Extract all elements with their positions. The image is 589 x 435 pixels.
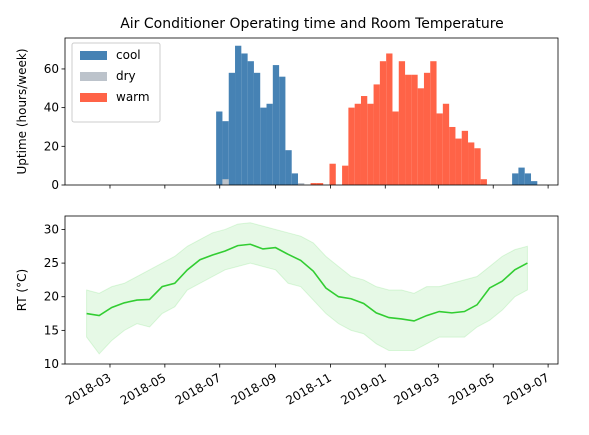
bar <box>379 61 387 185</box>
y-tick-label: 20 <box>44 290 59 304</box>
bar <box>442 103 450 185</box>
axes-frame <box>64 215 559 365</box>
legend-swatch <box>80 93 107 102</box>
x-tick-label: 2018-07 <box>173 370 223 407</box>
bar <box>279 76 286 185</box>
bar <box>386 53 393 186</box>
legend-label: warm <box>116 90 150 104</box>
x-tick-label: 2018-11 <box>283 370 333 407</box>
bar <box>449 126 456 185</box>
bar <box>291 173 299 185</box>
y-axis-label: RT (°C) <box>15 269 29 311</box>
bar <box>405 74 412 185</box>
bar <box>260 107 267 185</box>
chart-title: Air Conditioner Operating time and Room … <box>120 16 504 32</box>
bar <box>348 107 355 185</box>
bar <box>285 150 292 185</box>
bar <box>461 130 469 185</box>
x-tick-label: 2018-03 <box>63 370 113 407</box>
y-tick-label: 25 <box>44 256 59 270</box>
y-tick-label: 40 <box>44 101 59 115</box>
legend-swatch <box>80 72 107 81</box>
bar <box>253 72 261 185</box>
bar <box>398 61 406 185</box>
bar <box>373 84 380 185</box>
y-axis-label: Uptime (hours/week) <box>15 49 29 175</box>
y-tick-label: 60 <box>44 62 59 76</box>
x-tick-label: 2019-01 <box>338 370 388 407</box>
x-tick-label: 2018-05 <box>118 370 168 407</box>
bar <box>310 183 317 185</box>
bar <box>518 167 525 185</box>
bar <box>316 183 324 185</box>
legend-label: dry <box>116 69 136 83</box>
bar <box>241 53 248 186</box>
line <box>86 243 528 322</box>
x-tick-label: 2019-07 <box>501 370 551 407</box>
bar <box>474 148 481 185</box>
y-tick-label: 30 <box>44 222 59 236</box>
legend-label: cool <box>116 48 141 62</box>
bar <box>367 103 374 185</box>
bar <box>468 142 475 185</box>
bar <box>423 72 431 185</box>
bar <box>430 61 437 185</box>
y-tick-label: 10 <box>44 357 59 371</box>
band <box>86 222 528 355</box>
bar <box>222 179 229 185</box>
bar <box>531 181 538 185</box>
bar <box>512 173 519 185</box>
bar <box>524 173 532 185</box>
bar <box>216 111 223 185</box>
bar <box>247 61 254 185</box>
axes-frame <box>64 37 559 186</box>
bar <box>342 165 349 185</box>
bar <box>298 183 305 185</box>
bar <box>436 113 443 185</box>
bar <box>392 111 399 185</box>
bar <box>411 74 418 185</box>
legend-swatch <box>80 51 107 60</box>
bar <box>272 65 280 185</box>
bar <box>228 72 236 185</box>
y-tick-label: 20 <box>44 139 59 153</box>
bar <box>235 45 242 185</box>
bar <box>417 88 424 185</box>
legend-box <box>71 42 161 123</box>
bar <box>354 103 361 185</box>
y-tick-label: 15 <box>44 323 59 337</box>
bar <box>360 96 368 185</box>
bar <box>329 163 336 185</box>
bar <box>222 121 229 185</box>
x-tick-label: 2019-03 <box>391 370 441 407</box>
x-tick-label: 2019-05 <box>446 370 496 407</box>
bar <box>455 138 462 185</box>
x-tick-label: 2018-09 <box>229 370 279 407</box>
bar <box>266 103 273 185</box>
y-tick-label: 0 <box>51 178 59 192</box>
bar <box>480 179 487 185</box>
